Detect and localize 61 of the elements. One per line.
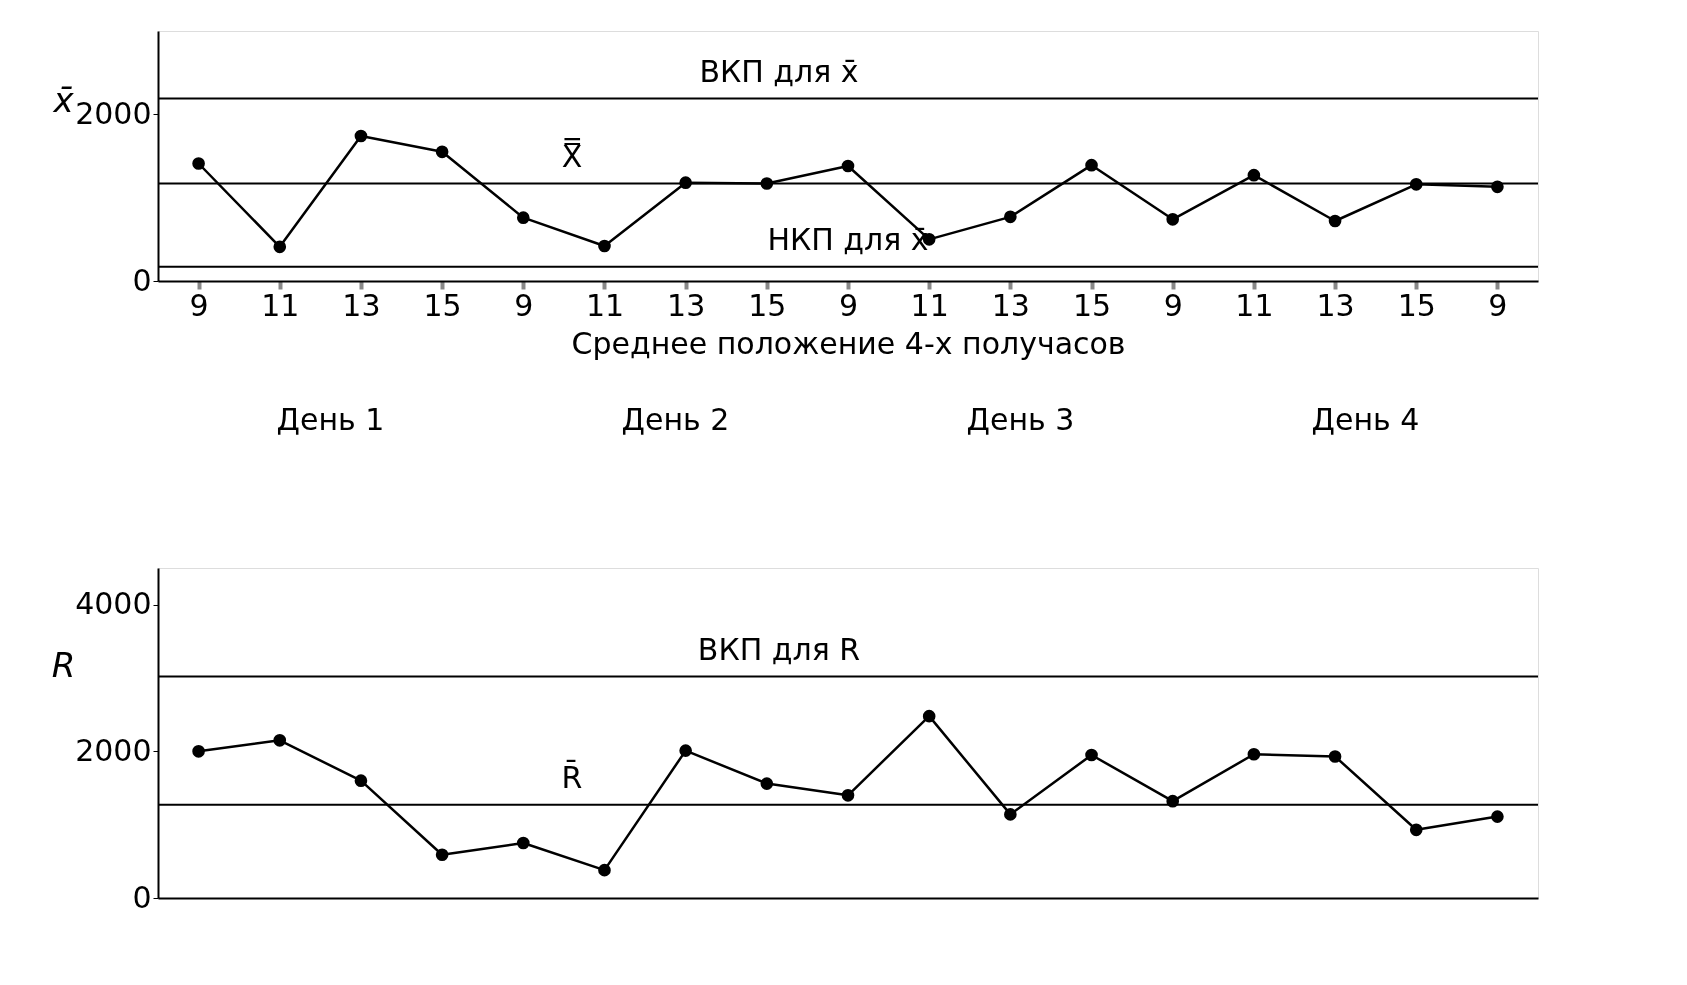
point	[1328, 214, 1342, 228]
x-tick-label: 11	[910, 287, 949, 323]
x-tick-label: 13	[342, 287, 381, 323]
y-tick-label: 2000	[75, 95, 152, 131]
ref-line-label: ВКП для x̄	[699, 53, 859, 89]
ref-line-label: ВКП для R	[697, 631, 861, 667]
point	[1004, 808, 1017, 821]
x-axis-title: Среднее положение 4-х получасов	[571, 325, 1126, 361]
point	[192, 157, 205, 170]
x-tick-label: 9	[514, 287, 534, 323]
x-tick-label: 9	[1488, 287, 1508, 323]
x-tick-label: 15	[1397, 287, 1436, 323]
ref-line-label: X̿	[561, 138, 583, 174]
point	[354, 129, 368, 143]
point	[1085, 158, 1098, 172]
y-tick-label: 0	[132, 879, 152, 915]
point	[1409, 823, 1423, 837]
point	[598, 863, 611, 877]
point	[922, 709, 936, 723]
point	[1085, 748, 1098, 762]
point	[841, 789, 855, 802]
y-tick-label: 2000	[75, 732, 152, 768]
x-tick-label: 15	[748, 287, 787, 323]
point	[435, 145, 449, 159]
text: День 3	[966, 402, 1075, 437]
x-tick-label: 9	[189, 287, 209, 323]
point	[354, 774, 368, 787]
point	[516, 211, 530, 224]
text: День 2	[621, 402, 730, 437]
y-axis-title: R	[51, 645, 76, 685]
x-tick-label: 15	[423, 287, 462, 323]
point	[1491, 810, 1504, 823]
point	[1247, 747, 1261, 761]
x-tick-label: 13	[667, 287, 706, 323]
point	[760, 777, 774, 790]
point	[679, 744, 692, 757]
text: День 4	[1311, 402, 1420, 437]
x-tick-label: 11	[1235, 287, 1274, 323]
x-tick-label: 9	[1163, 287, 1183, 323]
x-tick-label: 11	[585, 287, 625, 323]
text: День 1	[276, 402, 385, 437]
y-tick-label: 4000	[75, 586, 152, 622]
y-tick-label: 0	[132, 262, 152, 298]
point	[1328, 750, 1342, 763]
x-tick-label: 13	[991, 287, 1030, 323]
ref-line-label: R̄	[561, 759, 583, 795]
x-tick-label: 15	[1072, 287, 1112, 323]
point	[273, 734, 287, 747]
x-tick-label: 11	[261, 287, 300, 323]
y-axis-title: x̄	[52, 80, 75, 120]
point	[273, 240, 287, 254]
point	[516, 836, 530, 850]
point	[1004, 210, 1017, 224]
point	[598, 239, 611, 253]
point	[435, 848, 449, 862]
x-tick-label: 9	[838, 287, 859, 323]
point	[1166, 213, 1180, 226]
point	[1247, 168, 1261, 182]
point	[841, 159, 855, 173]
point	[192, 745, 205, 758]
x-tick-label: 13	[1316, 287, 1355, 323]
